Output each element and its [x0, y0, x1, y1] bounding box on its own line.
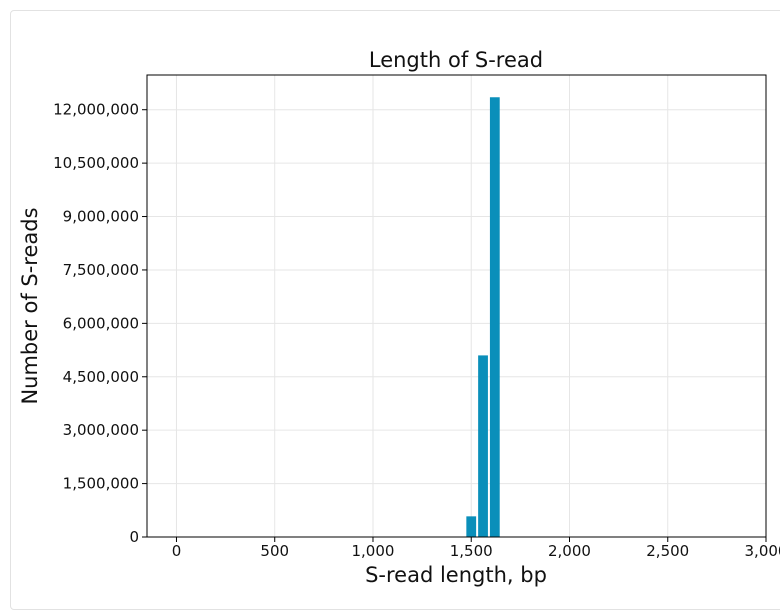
x-axis: 0 500 1,000 1,500 2,000 2,500 3,000: [172, 537, 780, 560]
y-tick-label: 0: [129, 528, 139, 546]
y-tick-label: 6,000,000: [63, 314, 139, 332]
histogram-bar: [478, 355, 488, 537]
y-axis: 0 1,500,000 3,000,000 4,500,000 6,000,000 7,5…: [53, 101, 147, 546]
y-tick-label: 10,500,000: [53, 154, 139, 172]
y-tick-label: 1,500,000: [63, 475, 139, 493]
y-tick-label: 7,500,000: [63, 261, 139, 279]
chart-title: Length of S-read: [369, 48, 543, 72]
y-tick-label: 9,000,000: [63, 208, 139, 226]
x-tick-label: 0: [172, 542, 182, 560]
x-tick-label: 2,500: [646, 542, 689, 560]
x-axis-title: S-read length, bp: [365, 563, 547, 587]
bar-series: [466, 97, 500, 537]
x-tick-label: 3,000: [745, 542, 780, 560]
y-tick-label: 4,500,000: [63, 368, 139, 386]
histogram-chart: Length of S-read 0 500 1,000 1,500 2,000 2,50…: [18, 48, 780, 587]
histogram-bar: [466, 516, 477, 537]
x-tick-label: 1,000: [352, 542, 395, 560]
plot-frame: [146, 74, 767, 538]
x-tick-label: 2,000: [548, 542, 591, 560]
histogram-bar: [489, 97, 500, 537]
y-axis-title: Number of S-reads: [18, 207, 42, 404]
x-tick-label: 1,500: [450, 542, 493, 560]
grid-lines: [147, 75, 767, 538]
y-tick-label: 3,000,000: [63, 421, 139, 439]
x-tick-label: 500: [260, 542, 289, 560]
y-tick-label: 12,000,000: [53, 101, 139, 119]
